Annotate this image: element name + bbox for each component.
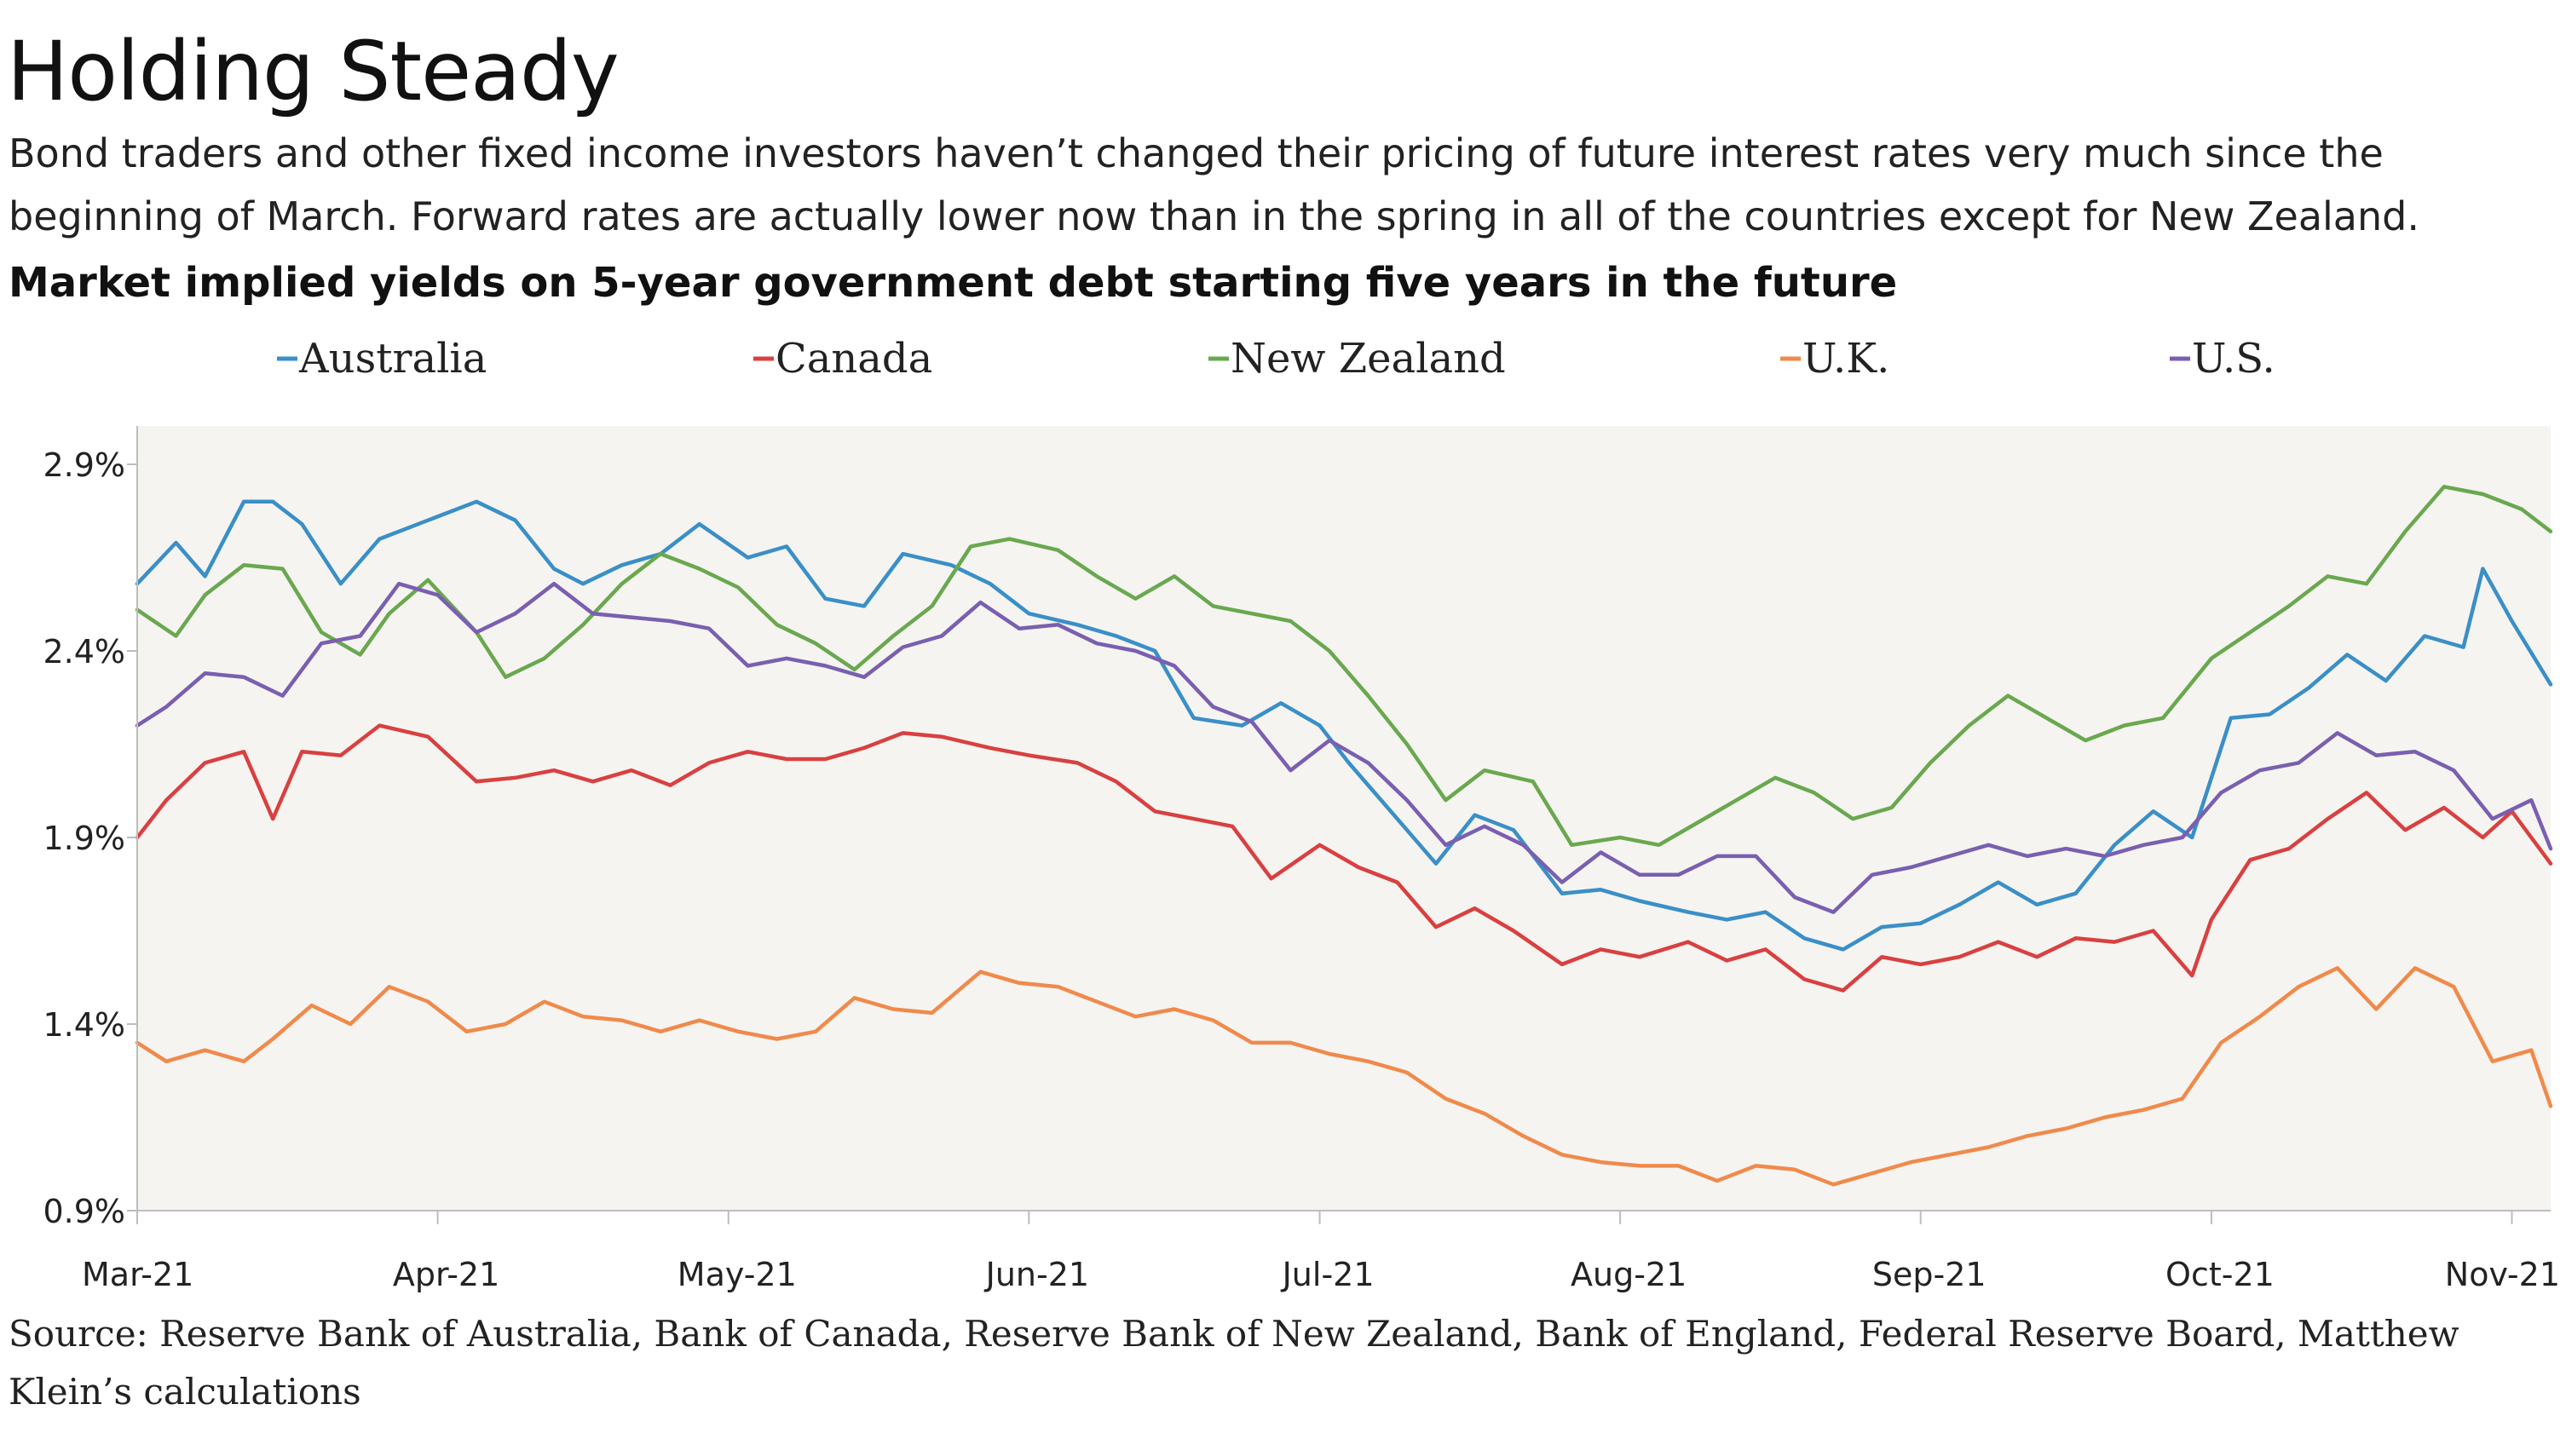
chart-heading: Market implied yields on 5-year governme…: [9, 259, 1898, 307]
plot-area: [137, 426, 2551, 1211]
x-tick-label: Aug-21: [1571, 1256, 1687, 1293]
legend-label: New Zealand: [1231, 335, 1506, 383]
series-line-2: [135, 485, 2553, 848]
axes-layer: 0.9% 1.4% 1.9% 2.4% 2.9% Mar-21 Apr-21 May-21 Ju…: [43, 426, 2560, 1293]
series-line-0: [135, 499, 2553, 952]
series-line-4: [135, 581, 2553, 914]
legend-label: U.S.: [2192, 335, 2275, 383]
legend-label: Australia: [298, 335, 487, 383]
y-tick-label: 2.4%: [43, 633, 125, 670]
x-tick-label: Apr-21: [393, 1256, 499, 1293]
y-tick-label: 1.9%: [43, 820, 125, 857]
y-tick-label: 0.9%: [43, 1193, 125, 1230]
chart-legend: Australia Canada New Zealand U.K. U.S.: [277, 335, 2275, 383]
x-tick-label: Nov-21: [2445, 1256, 2560, 1293]
source-note: Source: Reserve Bank of Australia, Bank …: [9, 1313, 2459, 1413]
legend-label: U.K.: [1802, 335, 1889, 383]
x-tick-label: Mar-21: [82, 1256, 193, 1293]
legend-label: Canada: [776, 335, 932, 383]
page-title: Holding Steady: [7, 24, 620, 119]
x-tick-label: Oct-21: [2165, 1256, 2275, 1293]
x-tick-label: May-21: [678, 1256, 797, 1293]
x-tick-label: Sep-21: [1872, 1256, 1986, 1293]
series-line-3: [135, 966, 2553, 1187]
series-layer: [135, 485, 2553, 1187]
x-tick-label: Jun-21: [984, 1256, 1089, 1293]
page-subtitle: Bond traders and other fixed income inve…: [9, 130, 2419, 239]
x-tick-label: Jul-21: [1281, 1256, 1375, 1293]
series-line-1: [135, 723, 2553, 993]
y-tick-label: 1.4%: [43, 1006, 125, 1044]
y-tick-label: 2.9%: [43, 446, 125, 484]
